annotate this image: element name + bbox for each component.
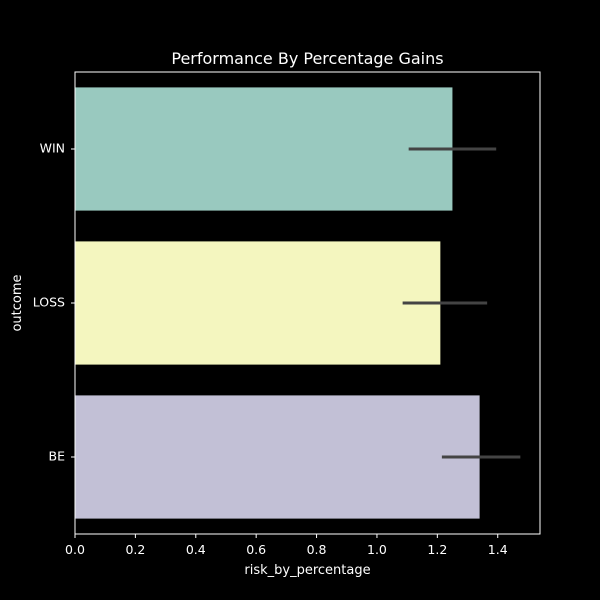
x-tick-label: 0.8	[307, 542, 327, 557]
y-tick-label-win: WIN	[40, 141, 65, 156]
x-tick-label: 1.2	[427, 542, 447, 557]
y-axis-ticks: WIN LOSS BE	[33, 141, 75, 464]
x-tick-label: 0.6	[246, 542, 266, 557]
bar-loss	[75, 241, 441, 365]
x-tick-label: 0.2	[125, 542, 145, 557]
x-tick-label: 1.0	[367, 542, 387, 557]
x-tick-label: 0.0	[65, 542, 85, 557]
error-bars-group	[402, 147, 521, 459]
chart-title: Performance By Percentage Gains	[171, 49, 443, 68]
x-tick-label: 0.4	[186, 542, 206, 557]
y-tick-label-loss: LOSS	[33, 295, 65, 310]
bar-be	[75, 395, 480, 519]
x-tick-label: 1.4	[488, 542, 508, 557]
y-axis-label: outcome	[10, 274, 25, 331]
x-axis-label: risk_by_percentage	[244, 563, 370, 578]
bar-win	[75, 87, 453, 211]
bars-group	[75, 87, 480, 519]
y-tick-label-be: BE	[49, 449, 66, 464]
x-axis-ticks: 0.0 0.2 0.4 0.6 0.8 1.0 1.2 1.4	[65, 534, 508, 557]
